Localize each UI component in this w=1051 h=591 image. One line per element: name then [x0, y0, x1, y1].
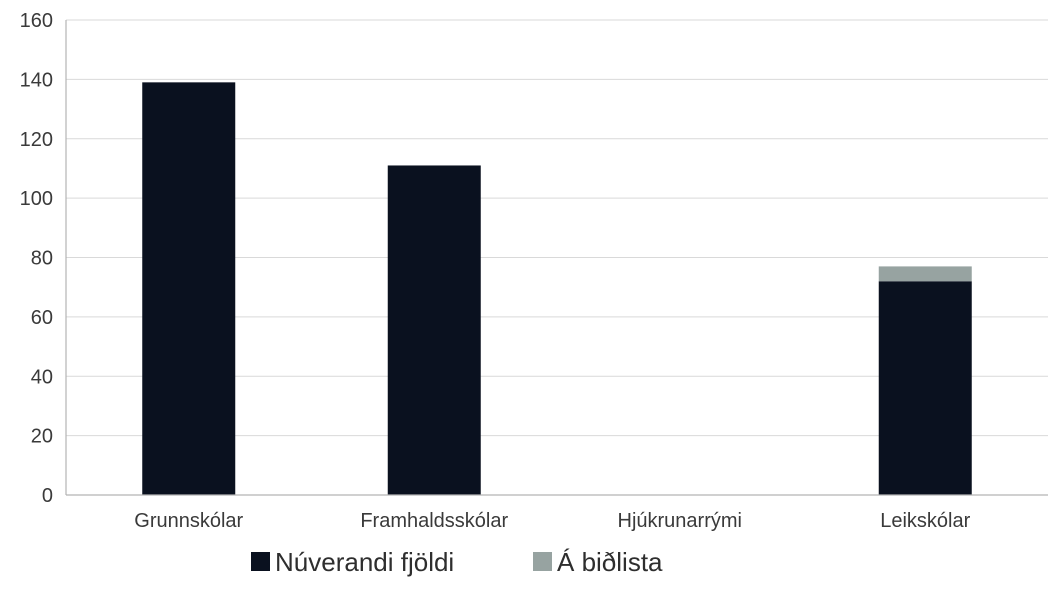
legend-label-1: Á biðlista: [557, 547, 663, 577]
axes: [65, 20, 1048, 496]
legend: Núverandi fjöldi Á biðlista: [251, 547, 663, 577]
x-category-label: Framhaldsskólar: [360, 510, 508, 532]
y-tick-label: 120: [20, 129, 53, 151]
x-category-label: Grunnskólar: [134, 510, 243, 532]
y-tick-label: 60: [31, 307, 53, 329]
y-tick-label: 0: [42, 485, 53, 507]
bar-nuverandi-fjoldi-3: [878, 281, 972, 495]
x-category-label: Hjúkrunarrými: [618, 510, 742, 532]
y-tick-label: 140: [20, 69, 53, 91]
y-tick-label: 160: [20, 10, 53, 32]
bar-nuverandi-fjoldi-1: [387, 165, 481, 495]
legend-label-0: Núverandi fjöldi: [275, 547, 454, 577]
y-tick-label: 80: [31, 248, 53, 270]
legend-swatch-0: [251, 552, 270, 571]
bars: [142, 82, 972, 495]
y-axis-tick-labels: 0 20 40 60 80 100 120 140 160: [20, 10, 53, 507]
y-tick-label: 20: [31, 426, 53, 448]
bar-a-bidlista-3: [878, 266, 972, 282]
bar-nuverandi-fjoldi-0: [142, 82, 236, 495]
y-tick-label: 40: [31, 366, 53, 388]
y-tick-label: 100: [20, 188, 53, 210]
x-axis-category-labels: Grunnskólar Framhaldsskólar Hjúkrunarrými L…: [134, 510, 970, 532]
legend-swatch-1: [533, 552, 552, 571]
x-category-label: Leikskólar: [880, 510, 970, 532]
